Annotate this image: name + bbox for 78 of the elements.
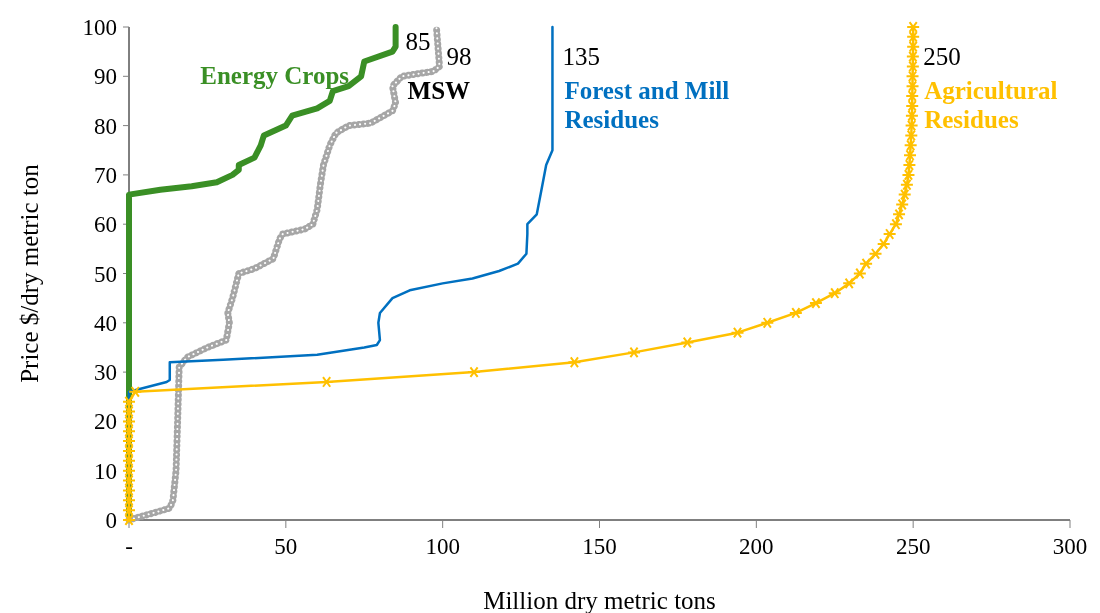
y-tick-label: 60: [94, 212, 117, 238]
point: [730, 326, 745, 339]
point: [567, 356, 582, 369]
point: [895, 198, 910, 211]
point: [892, 208, 907, 221]
x-tick-label: -: [125, 534, 133, 559]
point: [788, 307, 803, 319]
point: [905, 100, 920, 112]
series-label: Agricultural Residues: [924, 76, 1058, 133]
x-tick-label: 50: [274, 534, 298, 559]
y-tick-label: 100: [82, 15, 117, 41]
annotation: 98: [446, 42, 472, 70]
point: [903, 149, 918, 161]
point: [899, 178, 914, 191]
y-tick-label: 40: [94, 310, 117, 336]
x-tick-label: 150: [582, 534, 617, 559]
series-label: MSW: [407, 76, 471, 104]
x-tick-label: 300: [1052, 534, 1088, 559]
y-tick-label: 50: [94, 261, 117, 287]
y-tick-label: 0: [105, 508, 117, 534]
x-tick-label: 100: [425, 534, 460, 559]
point: [901, 169, 916, 181]
point: [906, 40, 921, 53]
x-tick-label: 200: [739, 534, 774, 559]
point: [122, 425, 136, 438]
point: [122, 474, 136, 487]
point: [904, 109, 919, 122]
point: [904, 119, 919, 132]
point: [467, 366, 482, 378]
x-tick-label: 250: [895, 534, 931, 559]
point: [827, 287, 842, 300]
point: [888, 218, 903, 230]
y-tick-label: 10: [94, 458, 117, 484]
point: [627, 346, 641, 359]
point: [680, 336, 695, 349]
point: [852, 267, 867, 280]
point: [319, 376, 334, 388]
point: [882, 228, 897, 240]
y-tick-label: 90: [94, 64, 117, 90]
point: [122, 455, 136, 467]
point: [904, 129, 919, 142]
point: [122, 415, 136, 428]
point: [903, 139, 918, 152]
point: [905, 50, 920, 63]
series-label: Energy Crops: [200, 62, 350, 90]
y-tick-label: 20: [94, 409, 117, 435]
annotation: 250: [923, 42, 961, 70]
point: [122, 494, 136, 507]
point: [906, 21, 921, 33]
point: [905, 80, 920, 92]
point: [905, 90, 920, 102]
point: [897, 188, 912, 201]
series-label: Forest and Mill Residues: [564, 76, 730, 133]
point: [868, 247, 883, 260]
y-axis-title: Price $/dry metric ton: [16, 163, 43, 383]
point: [876, 238, 891, 250]
annotation: 135: [562, 42, 600, 70]
y-tick-label: 30: [94, 360, 117, 386]
point: [122, 464, 136, 477]
point: [906, 31, 921, 43]
point: [122, 395, 136, 408]
point: [842, 277, 857, 290]
point: [122, 504, 136, 516]
point: [128, 386, 143, 398]
point: [859, 257, 874, 270]
point: [760, 317, 775, 329]
point: [122, 405, 136, 418]
y-tick-label: 70: [94, 162, 117, 188]
point: [122, 445, 136, 457]
point: [122, 484, 136, 497]
point: [905, 60, 920, 73]
point: [905, 70, 920, 83]
point: [902, 159, 917, 171]
point: [122, 514, 136, 526]
point: [122, 435, 136, 447]
point: [808, 297, 823, 309]
y-tick-label: 80: [94, 113, 117, 139]
annotation: 85: [405, 27, 431, 55]
